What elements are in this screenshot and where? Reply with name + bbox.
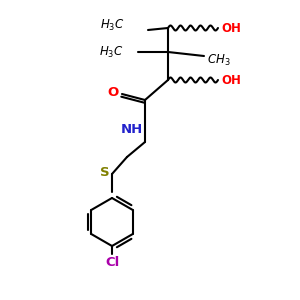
Text: $CH_3$: $CH_3$ (207, 52, 231, 68)
Text: NH: NH (121, 123, 143, 136)
Text: Cl: Cl (105, 256, 119, 269)
Text: $H_3C$: $H_3C$ (100, 17, 125, 32)
Text: S: S (100, 166, 110, 178)
Text: OH: OH (221, 74, 241, 86)
Text: $H_3C$: $H_3C$ (99, 44, 124, 59)
Text: O: O (108, 86, 119, 100)
Text: OH: OH (221, 22, 241, 34)
